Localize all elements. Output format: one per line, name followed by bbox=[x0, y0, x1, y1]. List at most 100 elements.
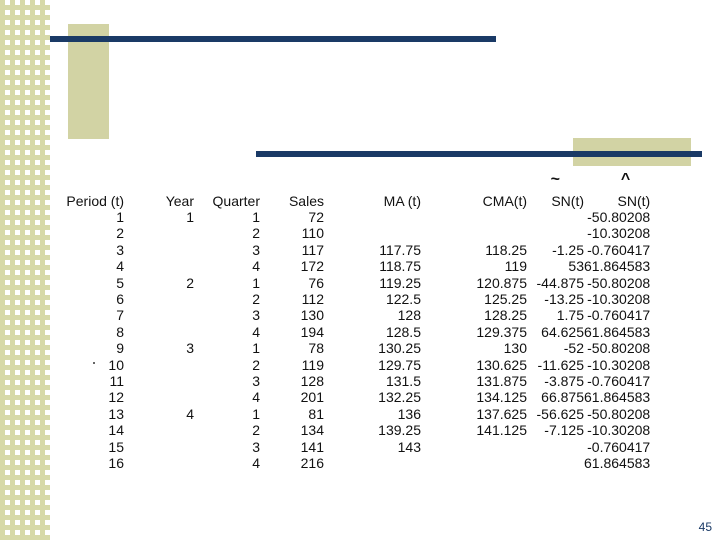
cell-seasonal-tilde: -13.25 bbox=[544, 291, 584, 308]
decorative-block-left bbox=[68, 24, 109, 139]
header-seasonal-tilde: ~ SN(t) bbox=[527, 172, 584, 209]
cell-moving-average: 119.25 bbox=[379, 274, 421, 291]
header-quarter: Quarter bbox=[212, 192, 260, 209]
header-period: Period (t) bbox=[66, 192, 124, 209]
header-seasonal-tilde-label: SN(t) bbox=[551, 192, 584, 209]
cell-seasonal-hat: -50.80208 bbox=[587, 340, 651, 357]
cell-quarter: 3 bbox=[252, 438, 260, 455]
cell-year bbox=[124, 242, 194, 258]
cell-sales: 76 bbox=[308, 274, 324, 291]
cell-year bbox=[124, 455, 194, 471]
cell-quarter: 4 bbox=[252, 455, 260, 472]
table-row: 13 4 1 81 136 137.625 -56.625 -50.80208 bbox=[58, 406, 650, 422]
decorative-checker-strip bbox=[0, 0, 50, 540]
cell-seasonal-tilde: 66.875 bbox=[541, 389, 584, 406]
cell-quarter: 3 bbox=[252, 307, 260, 324]
cell-seasonal-tilde: -52 bbox=[563, 340, 584, 357]
cell-seasonal-tilde: -11.625 bbox=[537, 356, 584, 373]
cell-moving-average: 117.75 bbox=[379, 241, 421, 258]
header-seasonal-hat: ^ SN(t) bbox=[584, 172, 651, 209]
table-row: 11 3 128 131.5 131.875 -3.875 -0.760417 bbox=[58, 373, 650, 389]
cell-seasonal-tilde: -1.25 bbox=[552, 241, 584, 258]
cell-seasonal-hat: 61.864583 bbox=[584, 389, 651, 406]
cell-moving-average: 130.25 bbox=[378, 340, 421, 357]
cell-period: 1 bbox=[116, 209, 124, 225]
cell-sales: 128 bbox=[300, 373, 324, 390]
cell-year bbox=[124, 373, 194, 389]
table-row: 1 1 1 72 -50.80208 bbox=[58, 209, 650, 225]
cell-centered-moving-average: 130 bbox=[503, 340, 527, 357]
cell-moving-average: 143 bbox=[397, 438, 421, 455]
table-row: 10 2 119 129.75 130.625 -11.625 -10.30208 bbox=[58, 357, 650, 373]
cell-centered-moving-average: 129.375 bbox=[476, 323, 527, 340]
cell-seasonal-tilde bbox=[527, 225, 584, 241]
table-row: 14 2 134 139.25 141.125 -7.125 -10.30208 bbox=[58, 422, 650, 438]
cell-year: 1 bbox=[186, 209, 194, 225]
cell-quarter: 4 bbox=[252, 258, 260, 275]
table-row: 5 2 1 76 119.25 120.875 -44.875 -50.80208 bbox=[58, 275, 650, 291]
cell-centered-moving-average bbox=[421, 225, 527, 241]
cell-seasonal-hat: -50.80208 bbox=[587, 274, 651, 291]
cell-sales: 141 bbox=[300, 438, 324, 455]
cell-moving-average: 128 bbox=[397, 307, 421, 324]
cell-moving-average: 122.5 bbox=[385, 291, 421, 308]
cell-moving-average: 118.75 bbox=[379, 258, 421, 275]
table-row: 15 3 141 143 -0.760417 bbox=[58, 439, 650, 455]
cell-quarter: 2 bbox=[252, 225, 260, 242]
cell-seasonal-hat: -0.760417 bbox=[587, 438, 651, 455]
cell-year: 4 bbox=[186, 405, 194, 422]
cell-moving-average bbox=[324, 209, 421, 225]
seasonal-data-table: Period (t) Year Quarter Sales MA (t) CMA… bbox=[58, 172, 651, 472]
cell-quarter: 1 bbox=[252, 274, 260, 291]
cell-centered-moving-average: 120.875 bbox=[476, 274, 527, 291]
cell-moving-average bbox=[324, 455, 421, 471]
cell-period: 16 bbox=[108, 455, 124, 472]
cell-moving-average: 131.5 bbox=[385, 373, 421, 390]
cell-seasonal-hat: -10.30208 bbox=[587, 291, 651, 308]
cell-year bbox=[124, 422, 194, 438]
cell-centered-moving-average: 137.625 bbox=[476, 405, 527, 422]
cell-sales: 72 bbox=[308, 209, 324, 225]
cell-centered-moving-average: 118.25 bbox=[485, 241, 527, 258]
table-row: 8 4 194 128.5 129.375 64.625 61.864583 bbox=[58, 324, 650, 340]
cell-quarter: 2 bbox=[252, 356, 260, 373]
cell-sales: 201 bbox=[300, 389, 324, 406]
cell-period: 3 bbox=[116, 241, 124, 258]
cell-quarter: 3 bbox=[252, 241, 260, 258]
cell-period: 15 bbox=[108, 438, 124, 455]
cell-seasonal-hat: -0.760417 bbox=[587, 373, 651, 390]
cell-quarter: 1 bbox=[252, 340, 260, 357]
header-year: Year bbox=[165, 192, 194, 209]
cell-centered-moving-average: 131.875 bbox=[476, 373, 527, 390]
cell-year bbox=[124, 258, 194, 274]
cell-quarter: 2 bbox=[252, 422, 260, 439]
cell-sales: 110 bbox=[301, 225, 324, 242]
table-row: 16 4 216 61.864583 bbox=[58, 455, 650, 471]
cell-period: 6 bbox=[116, 291, 124, 308]
cell-quarter: 4 bbox=[252, 389, 260, 406]
cell-moving-average bbox=[324, 225, 421, 241]
cell-seasonal-hat: -0.760417 bbox=[587, 307, 651, 324]
cell-period: 14 bbox=[108, 422, 124, 439]
cell-centered-moving-average: 119 bbox=[504, 258, 527, 275]
cell-seasonal-hat: -10.30208 bbox=[587, 356, 651, 373]
cell-seasonal-hat: -10.30208 bbox=[587, 422, 651, 439]
cell-period: 12 bbox=[108, 389, 124, 406]
cell-period: 5 bbox=[116, 274, 124, 291]
cell-year bbox=[124, 225, 194, 241]
cell-sales: 119 bbox=[301, 356, 324, 373]
cell-seasonal-hat: -10.30208 bbox=[587, 225, 651, 242]
cell-sales: 81 bbox=[308, 405, 324, 422]
cell-year: 2 bbox=[186, 274, 194, 291]
cell-moving-average: 129.75 bbox=[378, 356, 421, 373]
table-row: 4 4 172 118.75 119 53 61.864583 bbox=[58, 258, 650, 274]
cell-seasonal-tilde: -3.875 bbox=[544, 373, 584, 390]
stray-dot bbox=[93, 362, 95, 364]
cell-centered-moving-average bbox=[421, 455, 527, 471]
cell-seasonal-tilde bbox=[527, 439, 584, 455]
cell-period: 9 bbox=[116, 340, 124, 357]
table-row: 12 4 201 132.25 134.125 66.875 61.864583 bbox=[58, 389, 650, 405]
table-row: 3 3 117 117.75 118.25 -1.25 -0.760417 bbox=[58, 242, 650, 258]
cell-seasonal-hat: 61.864583 bbox=[584, 455, 651, 472]
cell-seasonal-hat: 61.864583 bbox=[584, 258, 651, 275]
